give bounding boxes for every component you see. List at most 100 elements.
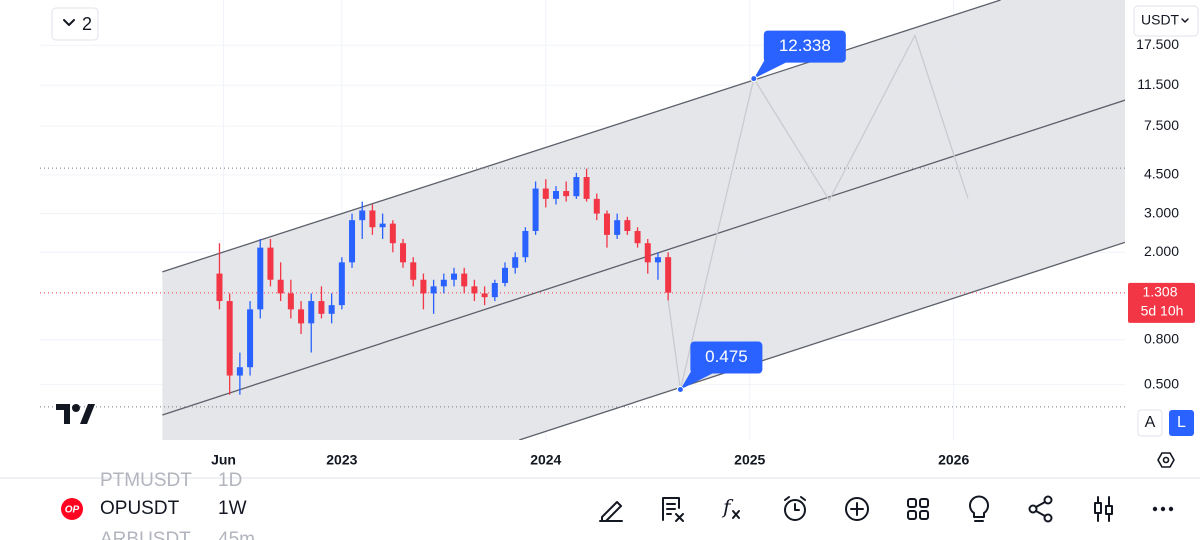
prev-symbol: PTMUSDT — [100, 470, 192, 491]
candle-body — [216, 273, 223, 302]
candle-body — [338, 262, 345, 306]
collapse-button[interactable]: 2 — [51, 7, 99, 41]
candle-body — [614, 220, 621, 235]
axes: Jun 2023 2024 2025 2026 17.500 11.500 7.500 4.50… — [211, 36, 1179, 468]
candle-body — [277, 279, 284, 294]
candle-body — [287, 293, 294, 310]
price-badge-value: 1.308 — [1142, 284, 1177, 300]
candle-body — [512, 257, 519, 268]
add-button[interactable] — [845, 497, 869, 521]
candle-body — [369, 210, 376, 228]
chart-type-button[interactable] — [1094, 496, 1113, 522]
candle-body — [491, 282, 498, 298]
currency-selector[interactable]: USDT — [1133, 5, 1199, 37]
symbol-logo-text: OP — [65, 505, 80, 516]
callout-point — [676, 386, 684, 394]
draw-button[interactable] — [599, 501, 623, 522]
candle-body — [257, 247, 264, 310]
currency-label: USDT — [1141, 12, 1180, 28]
candle-body — [430, 286, 437, 294]
y-tick-label: 2.000 — [1144, 243, 1179, 259]
next-interval: 45m — [218, 529, 255, 540]
svg-text:f: f — [721, 495, 734, 519]
interval[interactable]: 1W — [218, 498, 247, 519]
y-tick-label: 7.500 — [1144, 117, 1179, 133]
next-symbol: ARBUSDT — [100, 529, 191, 540]
y-tick-label: 11.500 — [1137, 76, 1179, 92]
channel-line — [162, 0, 1001, 273]
scale-log-button[interactable]: L — [1169, 410, 1194, 436]
candle-body — [226, 301, 233, 376]
layout-button[interactable] — [907, 498, 929, 520]
callout-label: 12.338 — [779, 36, 831, 55]
candle-body — [481, 293, 488, 298]
candle-body — [502, 267, 508, 283]
candle-body — [298, 309, 305, 324]
candle-body — [247, 309, 254, 368]
candle-body — [267, 247, 274, 280]
tv-logo — [56, 404, 95, 424]
candle-body — [379, 223, 386, 228]
channel-line — [162, 99, 1125, 416]
x-tick-label: 2024 — [530, 452, 561, 468]
callout-box — [763, 30, 846, 63]
symbol-selector[interactable]: OP OPUSDT — [61, 498, 180, 520]
scale-auto-label: A — [1145, 414, 1156, 431]
x-tick-label: 2026 — [938, 452, 969, 468]
candle-body — [461, 273, 468, 287]
candle-body — [603, 213, 610, 235]
candle-body — [552, 191, 559, 199]
chevron-icon — [63, 19, 75, 26]
candle-body — [318, 301, 325, 314]
candle-body — [532, 188, 539, 231]
x-tick-label: 2025 — [734, 452, 765, 468]
plot-area — [40, 0, 1125, 440]
candle-body — [236, 367, 243, 376]
candle-body — [389, 223, 396, 244]
candle-body — [654, 257, 661, 263]
scale-auto-button[interactable]: A — [1137, 409, 1163, 437]
y-tick-label: 0.800 — [1144, 330, 1179, 346]
price-badge-countdown: 5d 10h — [1141, 303, 1184, 319]
y-tick-label: 3.000 — [1144, 204, 1179, 220]
candle-body — [665, 257, 672, 293]
candle-body — [634, 230, 641, 244]
candle-body — [583, 177, 590, 199]
candle-body — [400, 243, 407, 263]
settings-button[interactable] — [1157, 452, 1175, 468]
indicator-button[interactable]: f — [721, 495, 740, 519]
candle-body — [522, 230, 529, 258]
x-tick-label: Jun — [211, 452, 236, 468]
candle-body — [349, 220, 356, 263]
more-button[interactable] — [1152, 506, 1174, 512]
candle-body — [308, 301, 315, 324]
projection-path — [667, 33, 969, 390]
x-tick-label: 2023 — [326, 452, 357, 468]
candle-body — [624, 220, 631, 231]
candle-body — [420, 279, 427, 294]
scale-log-label: L — [1177, 414, 1186, 431]
callout-point — [750, 75, 758, 83]
ideas-button[interactable] — [969, 495, 989, 522]
price-badge — [1128, 282, 1195, 323]
symbol-name: OPUSDT — [100, 498, 180, 519]
candle-body — [410, 262, 417, 280]
candle-body — [471, 286, 478, 294]
collapse-count: 2 — [82, 14, 92, 34]
candle-body — [644, 243, 651, 263]
candle-body — [451, 273, 458, 280]
candle-body — [359, 210, 366, 221]
alert-button[interactable] — [784, 496, 806, 521]
y-tick-label: 0.500 — [1144, 375, 1179, 391]
candle-body — [440, 279, 447, 287]
share-button[interactable] — [1028, 495, 1053, 523]
candle-body — [328, 305, 335, 314]
callout-label: 0.475 — [705, 347, 748, 366]
toolbar-icons: f — [599, 495, 1174, 523]
chevron-icon — [1181, 18, 1189, 23]
note-button[interactable] — [662, 497, 684, 522]
candle-body — [563, 191, 570, 197]
channel-fill — [162, 0, 1125, 440]
candle-body — [542, 188, 549, 199]
